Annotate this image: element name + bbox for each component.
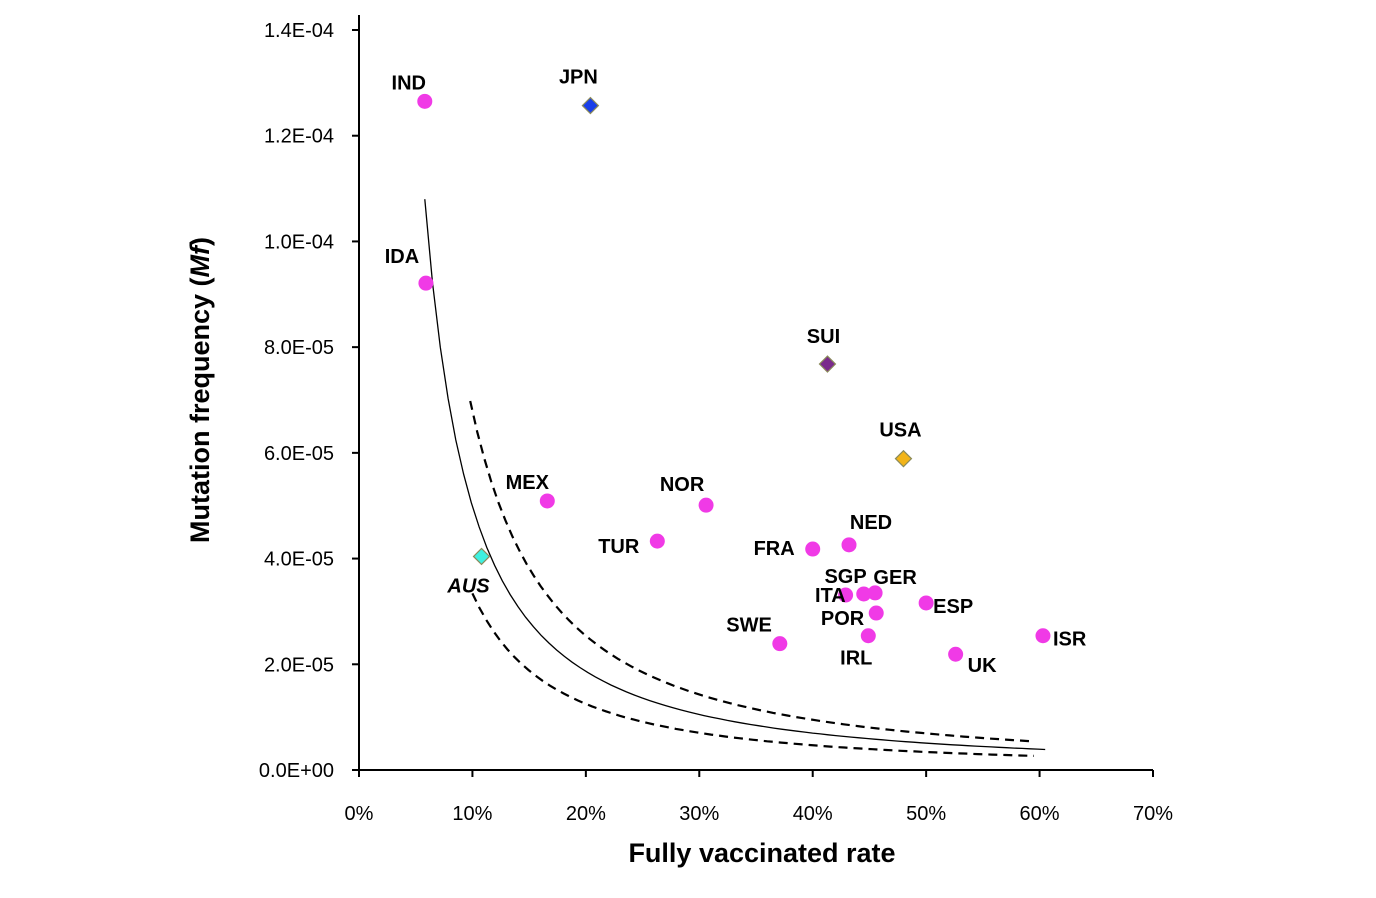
label-ita: ITA [815,585,846,607]
point-sgp [838,587,854,603]
label-sui: SUI [807,326,840,348]
y-axis-title-italic: Mf [185,243,215,277]
point-esp [918,595,934,611]
y-tick-label: 1.0E-04 [264,231,334,253]
x-axis-title: Fully vaccinated rate [628,838,895,868]
label-usa: USA [879,420,921,442]
label-esp: ESP [933,596,973,618]
y-axis-title: Mutation frequency (Mf) [185,237,215,543]
point-ita [856,586,872,602]
y-axis: 0.0E+00 2.0E-05 4.0E-05 6.0E-05 8.0E-05 1.0E-… [259,15,360,782]
x-tick-label: 70% [1133,803,1173,825]
fit-curves [424,199,1046,757]
point-mex [539,493,555,509]
point-jpn [581,96,600,115]
confidence-band-line [471,592,1034,757]
label-isr: ISR [1053,629,1087,651]
data-points [417,93,1051,662]
x-tick-label: 40% [793,803,833,825]
x-tick-label: 0% [345,803,374,825]
label-nor: NOR [660,474,705,496]
point-irl [860,628,876,644]
point-sui [818,355,837,373]
x-tick-label: 10% [452,803,492,825]
label-ger: GER [873,567,917,589]
point-swe [772,636,788,652]
y-tick-label: 1.2E-04 [264,126,334,148]
label-tur: TUR [598,536,640,558]
y-tick-label: 4.0E-05 [264,549,334,571]
point-tur [649,533,665,549]
point-ned [841,537,857,553]
x-tick-label: 50% [906,803,946,825]
point-usa [894,449,913,468]
y-tick-label: 2.0E-05 [264,654,334,676]
label-ned: NED [850,512,892,534]
x-tick-label: 30% [679,803,719,825]
point-aus [472,547,491,566]
point-nor [698,497,714,513]
label-sgp: SGP [824,566,866,588]
fit-curve-line [424,199,1046,751]
y-axis-title-end: ) [185,237,215,246]
label-irl: IRL [840,648,872,670]
point-por [868,605,884,621]
y-tick-label: 6.0E-05 [264,443,334,465]
y-tick-label: 8.0E-05 [264,337,334,359]
x-axis: 0% 10% 20% 30% 40% 50% 60% 70% [345,769,1173,825]
x-tick-label: 20% [566,803,606,825]
label-fra: FRA [754,538,795,560]
point-ind [417,93,433,109]
label-ind: IND [392,72,426,94]
label-swe: SWE [726,615,772,637]
label-mex: MEX [506,472,550,494]
x-tick-label: 60% [1020,803,1060,825]
confidence-band-line [469,400,1034,743]
label-por: POR [821,608,865,630]
point-isr [1035,628,1051,644]
point-ida [418,275,434,291]
point-fra [805,541,821,557]
label-ida: IDA [385,246,419,268]
label-uk: UK [968,655,997,677]
point-uk [948,646,964,662]
label-jpn: JPN [559,67,598,89]
y-tick-label: 1.4E-04 [264,20,334,42]
y-axis-title-main: Mutation frequency ( [185,277,215,543]
label-aus: AUS [446,575,490,597]
point-ger [867,585,883,601]
y-tick-label: 0.0E+00 [259,760,334,782]
